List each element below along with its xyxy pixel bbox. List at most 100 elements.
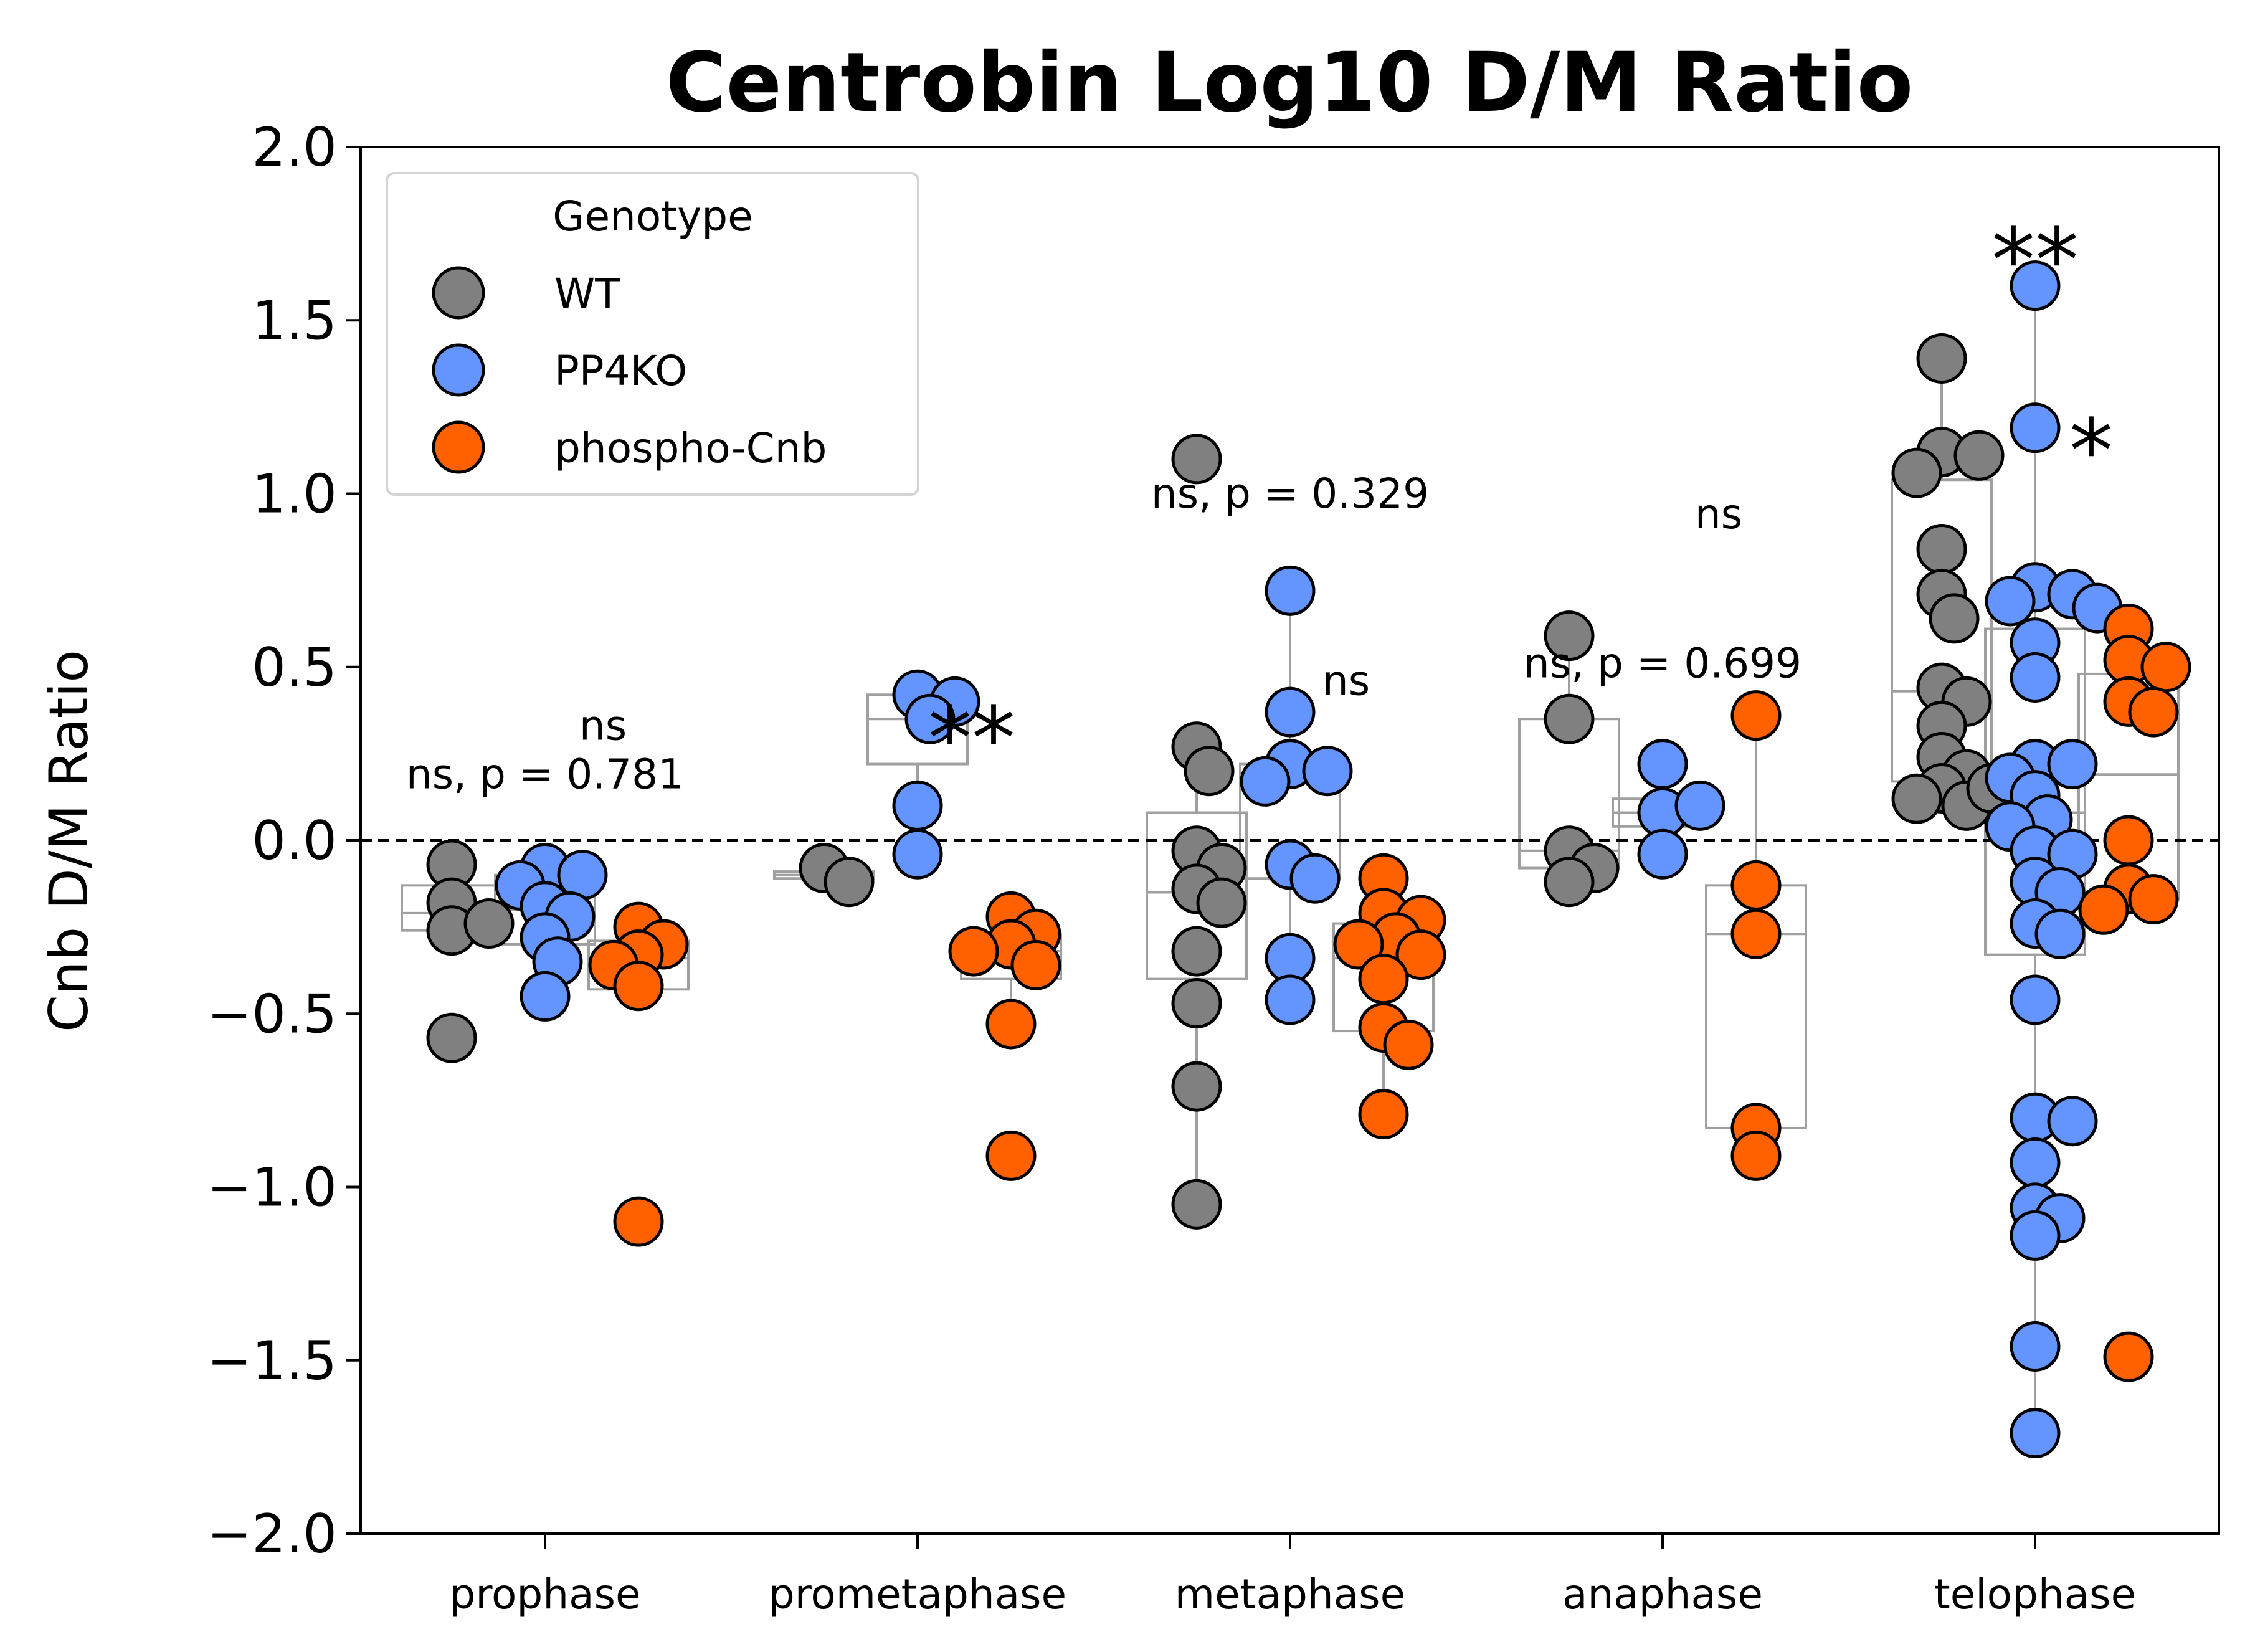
point-wt-prometaphase	[824, 857, 875, 908]
point-phospho-cnb-prometaphase	[1010, 939, 1061, 990]
point-wt-prophase	[463, 898, 515, 949]
point-phospho-cnb-telophase	[2128, 874, 2179, 925]
point-wt-metaphase	[1171, 1061, 1222, 1112]
point-wt-metaphase	[1196, 877, 1247, 928]
point-phospho-cnb-telophase	[2140, 642, 2191, 693]
point-phospho-cnb-anaphase	[1730, 908, 1782, 959]
point-phospho-cnb-prophase	[613, 961, 664, 1012]
y-tick-label: 2.0	[252, 116, 337, 179]
point-phospho-cnb-prometaphase	[985, 999, 1037, 1050]
legend-marker-phospho-cnb	[432, 420, 485, 474]
legend-label-pp4ko: PP4KO	[554, 347, 687, 395]
point-pp4ko-telophase	[2010, 974, 2061, 1025]
significance-label: ns, p = 0.329	[1151, 470, 1429, 518]
significance-stars: **	[1991, 210, 2079, 311]
point-pp4ko-telophase	[2034, 908, 2086, 959]
point-wt-prophase	[426, 1012, 477, 1063]
point-pp4ko-telophase	[2010, 1321, 2061, 1372]
y-tick-label: 1.5	[252, 290, 337, 352]
point-phospho-cnb-telophase	[2103, 1331, 2154, 1382]
x-tick-label-telophase: telophase	[1934, 1570, 2136, 1618]
point-pp4ko-prophase	[557, 850, 608, 901]
point-wt-anaphase	[1544, 857, 1595, 908]
point-phospho-cnb-anaphase	[1730, 690, 1782, 741]
legend-title: Genotype	[553, 192, 752, 240]
significance-label: ns, p = 0.781	[406, 751, 684, 799]
point-phospho-cnb-prometaphase	[985, 1130, 1037, 1181]
point-wt-metaphase	[1171, 926, 1222, 977]
significance-label: ns, p = 0.699	[1524, 639, 1801, 687]
legend-entry-phospho-cnb: phospho-Cnb	[432, 420, 827, 474]
point-phospho-cnb-metaphase	[1358, 1089, 1409, 1140]
significance-stars: **	[928, 688, 1015, 790]
y-tick-label: 1.0	[252, 463, 337, 526]
x-tick-label-metaphase: metaphase	[1175, 1570, 1405, 1618]
point-pp4ko-prometaphase	[892, 828, 943, 880]
y-tick-label: 0.5	[252, 637, 337, 699]
point-pp4ko-anaphase	[1674, 780, 1725, 831]
point-pp4ko-metaphase	[1302, 746, 1353, 797]
y-tick-label: −2.0	[207, 1503, 337, 1565]
y-tick-label: −1.0	[207, 1157, 337, 1219]
y-axis-label: Cnb D/M Ratio	[38, 650, 100, 1032]
point-wt-telophase	[1916, 524, 1967, 575]
point-phospho-cnb-telophase	[2128, 686, 2179, 738]
legend-label-phospho-cnb: phospho-Cnb	[554, 424, 827, 472]
point-wt-telophase	[1891, 773, 1942, 824]
point-wt-metaphase	[1171, 1179, 1222, 1230]
point-pp4ko-telophase	[2047, 1096, 2098, 1147]
x-axis: prophase prometaphase metaphase anaphase tel…	[449, 1534, 2136, 1618]
point-pp4ko-prophase	[520, 971, 571, 1022]
points-layer	[426, 260, 2191, 1459]
point-wt-metaphase	[1171, 434, 1222, 485]
significance-label: ns	[579, 702, 627, 750]
point-wt-telophase	[1929, 593, 1980, 644]
legend-frame	[386, 172, 919, 496]
point-phospho-cnb-metaphase	[1333, 919, 1384, 970]
point-pp4ko-metaphase	[1240, 756, 1291, 807]
point-wt-anaphase	[1544, 693, 1595, 744]
point-phospho-cnb-metaphase	[1383, 1019, 1434, 1070]
point-phospho-cnb-metaphase	[1358, 954, 1409, 1005]
point-phospho-cnb-telophase	[2103, 815, 2154, 866]
y-tick-label: −1.5	[207, 1330, 337, 1392]
x-tick-label-anaphase: anaphase	[1562, 1570, 1763, 1618]
point-phospho-cnb-anaphase	[1730, 1130, 1782, 1181]
point-pp4ko-anaphase	[1637, 739, 1688, 790]
point-wt-anaphase	[1544, 610, 1595, 662]
significance-stars: *	[2069, 401, 2113, 502]
significance-label: ns	[1695, 490, 1742, 538]
point-pp4ko-prometaphase	[904, 693, 956, 744]
legend: Genotype WT PP4KO phospho-Cnb	[386, 172, 919, 496]
chart-title: Centrobin Log10 D/M Ratio	[666, 35, 1914, 131]
point-pp4ko-telophase	[2010, 1408, 2061, 1459]
point-wt-telophase	[1891, 447, 1942, 498]
point-pp4ko-anaphase	[1637, 828, 1688, 880]
point-phospho-cnb-anaphase	[1730, 860, 1782, 911]
point-wt-metaphase	[1184, 746, 1235, 797]
point-pp4ko-telophase	[2047, 739, 2098, 790]
point-pp4ko-telophase	[2010, 1137, 2061, 1189]
significance-label: ns	[1322, 657, 1370, 705]
x-tick-label-prophase: prophase	[449, 1570, 640, 1618]
y-tick-label: −0.5	[207, 983, 337, 1045]
legend-entry-wt: WT	[432, 266, 620, 320]
point-pp4ko-telophase	[2010, 402, 2061, 453]
legend-entry-pp4ko: PP4KO	[432, 343, 687, 397]
legend-marker-pp4ko	[432, 343, 485, 397]
point-pp4ko-telophase	[2010, 652, 2061, 703]
point-phospho-cnb-telophase	[2078, 884, 2129, 935]
x-tick-label-prometaphase: prometaphase	[769, 1570, 1066, 1618]
y-tick-label: 0.0	[252, 810, 337, 872]
point-phospho-cnb-prometaphase	[948, 926, 999, 977]
point-pp4ko-telophase	[1985, 576, 2036, 627]
point-pp4ko-telophase	[2010, 260, 2061, 311]
point-phospho-cnb-metaphase	[1395, 929, 1446, 980]
point-wt-telophase	[1953, 430, 2005, 481]
point-wt-metaphase	[1171, 978, 1222, 1029]
point-pp4ko-metaphase	[1265, 565, 1316, 616]
point-wt-telophase	[1916, 333, 1967, 384]
point-pp4ko-metaphase	[1265, 974, 1316, 1025]
